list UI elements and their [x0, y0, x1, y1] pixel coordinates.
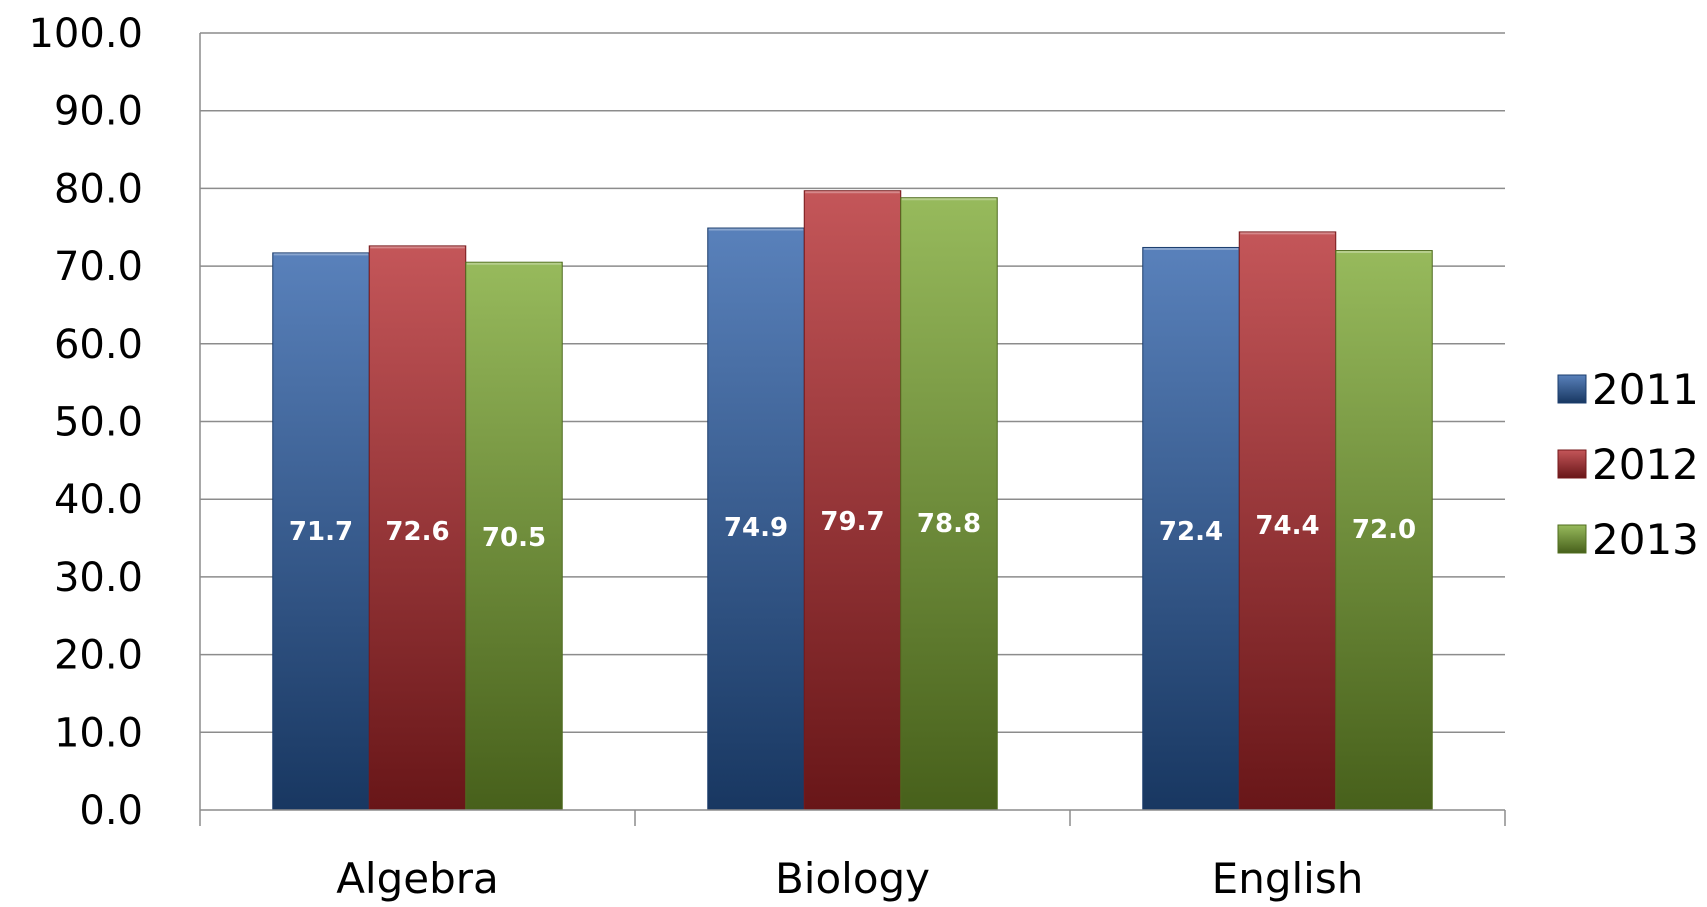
y-axis-tick-labels: 0.0 10.0 20.0 30.0 40.0 50.0 60.0 70.0 80.0 90.0 1…	[28, 11, 143, 834]
y-tick-label: 40.0	[54, 477, 143, 523]
data-label: 74.9	[724, 513, 788, 543]
legend-swatch-2011	[1557, 374, 1587, 404]
legend-label: 2012	[1592, 440, 1699, 489]
legend-label: 2011	[1592, 365, 1699, 414]
bar-2013-biology	[900, 197, 998, 811]
legend-swatch-2013	[1557, 524, 1587, 554]
legend: 2011 2012 2013	[1557, 365, 1699, 564]
bar-2012-algebra	[368, 245, 467, 811]
data-label: 78.8	[917, 509, 981, 539]
data-label: 72.0	[1352, 515, 1416, 545]
x-category-label: English	[1212, 854, 1364, 903]
x-category-label: Biology	[775, 854, 930, 903]
bar-2012-english	[1238, 231, 1337, 811]
legend-label: 2013	[1592, 515, 1699, 564]
y-tick-label: 50.0	[54, 400, 143, 446]
y-tick-label: 80.0	[54, 166, 143, 212]
x-category-label: Algebra	[336, 854, 499, 903]
data-label: 72.6	[385, 517, 449, 547]
bar-2013-algebra	[465, 261, 563, 811]
data-label: 71.7	[289, 517, 353, 547]
x-axis-category-labels: Algebra Biology English	[336, 854, 1363, 903]
data-label: 70.5	[482, 523, 546, 553]
legend-swatch-2012	[1557, 449, 1587, 479]
data-labels: 71.7 72.6 70.5 74.9 79.7 78.8 72.4 74.4 72.0	[289, 507, 1416, 553]
y-tick-label: 70.0	[54, 244, 143, 290]
data-label: 79.7	[820, 507, 884, 537]
y-tick-label: 100.0	[28, 11, 143, 57]
y-tick-label: 60.0	[54, 322, 143, 368]
data-label: 72.4	[1159, 517, 1223, 547]
data-label: 74.4	[1255, 511, 1319, 541]
y-tick-label: 0.0	[79, 788, 143, 834]
y-tick-label: 30.0	[54, 555, 143, 601]
y-tick-label: 90.0	[54, 89, 143, 135]
bar-2011-algebra	[272, 252, 370, 811]
y-tick-label: 10.0	[54, 710, 143, 756]
bar-2013-english	[1335, 250, 1433, 811]
bars	[272, 190, 1433, 811]
y-tick-label: 20.0	[54, 633, 143, 679]
bar-2012-biology	[803, 190, 902, 811]
x-axis	[199, 809, 1506, 826]
